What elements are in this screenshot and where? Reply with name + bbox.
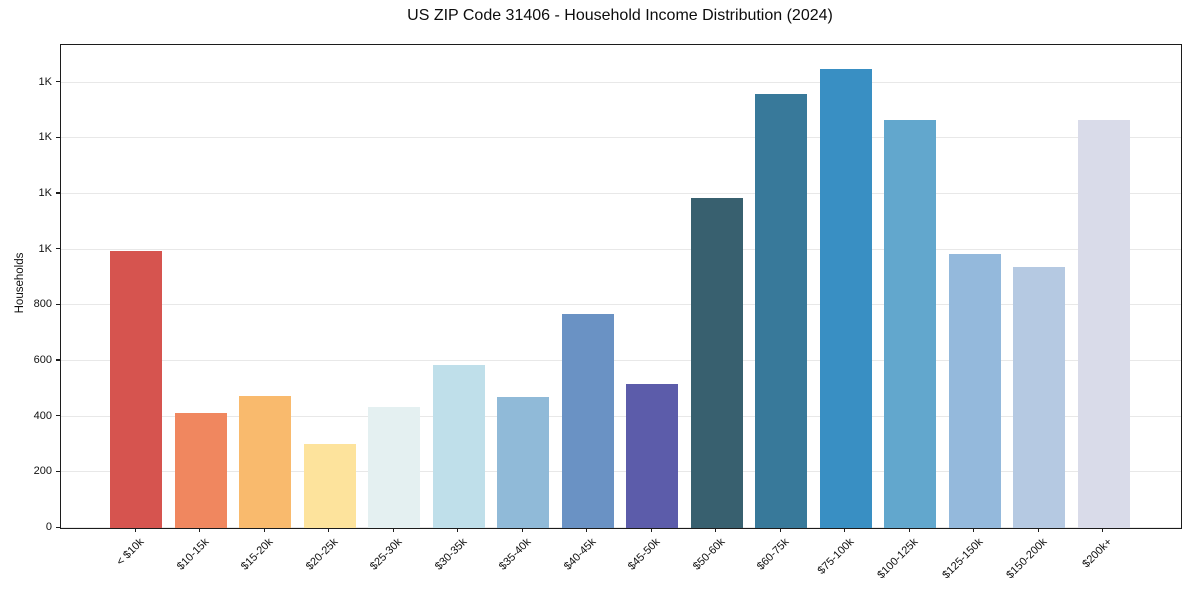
x-tick-mark <box>328 528 330 533</box>
y-tick-mark <box>55 81 60 83</box>
gridline <box>61 527 1181 528</box>
gridline <box>61 248 1181 250</box>
x-tick-mark <box>650 528 652 533</box>
x-tick-mark <box>199 528 201 533</box>
y-tick-mark <box>55 526 60 528</box>
gridline <box>61 137 1181 139</box>
gridline <box>61 81 1181 83</box>
bar <box>497 396 549 528</box>
y-tick-label: 1K <box>38 242 52 255</box>
x-tick-mark <box>973 528 975 533</box>
bar <box>690 198 743 528</box>
gridline <box>61 471 1181 473</box>
y-tick-mark <box>55 470 60 473</box>
y-tick-mark <box>55 248 60 250</box>
bar <box>1013 266 1065 528</box>
y-tick-mark <box>55 359 60 361</box>
x-tick-mark <box>908 528 910 533</box>
x-tick-mark <box>1037 528 1039 533</box>
x-tick-mark <box>844 528 846 533</box>
y-tick-mark <box>55 136 60 139</box>
bar <box>239 395 291 528</box>
gridline <box>61 415 1181 417</box>
y-tick-label: 1K <box>38 186 52 199</box>
bar <box>110 251 162 528</box>
bar <box>948 253 1001 528</box>
x-tick-mark <box>586 528 588 533</box>
y-tick-mark <box>55 192 60 194</box>
y-tick-mark <box>55 303 60 306</box>
bar <box>884 119 936 528</box>
y-tick-label: 800 <box>33 298 52 311</box>
x-tick-mark <box>457 528 459 533</box>
x-tick-mark <box>521 528 523 533</box>
x-tick-mark <box>779 528 781 533</box>
gridline <box>61 359 1181 361</box>
x-tick-mark <box>1102 528 1104 533</box>
x-tick-mark <box>263 528 265 533</box>
bar <box>561 313 614 528</box>
y-tick-label: 0 <box>45 521 52 533</box>
bar <box>368 406 420 528</box>
x-tick-mark <box>392 528 394 533</box>
x-tick-mark <box>134 528 136 533</box>
bar <box>626 383 678 528</box>
plot-area <box>60 44 1182 529</box>
y-tick-label: 1K <box>38 75 52 88</box>
bar <box>755 93 807 528</box>
bar <box>303 444 356 528</box>
y-tick-label: 1K <box>38 131 52 144</box>
chart-title: US ZIP Code 31406 - Household Income Dis… <box>407 7 833 24</box>
y-tick-label: 400 <box>33 409 52 422</box>
x-tick-label: < $10k <box>114 536 147 569</box>
bar <box>174 413 227 528</box>
bar <box>819 68 872 528</box>
y-tick-label: 200 <box>33 465 52 478</box>
y-tick-mark <box>55 415 60 417</box>
gridline <box>61 192 1181 194</box>
bar <box>1077 120 1130 528</box>
x-tick-mark <box>715 528 717 533</box>
y-tick-label: 600 <box>33 353 52 366</box>
gridline <box>61 304 1181 306</box>
bar <box>432 365 485 528</box>
